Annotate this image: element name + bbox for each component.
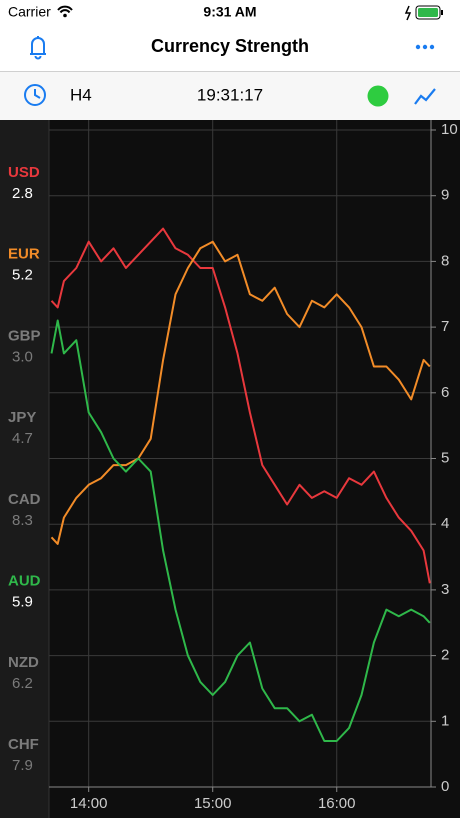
series-line bbox=[50, 319, 431, 742]
legend-name: CHF bbox=[8, 736, 39, 753]
legend-name: NZD bbox=[8, 654, 39, 671]
y-tick-label: 3 bbox=[441, 581, 449, 598]
chart-background bbox=[0, 120, 460, 818]
y-tick-label: 10 bbox=[441, 121, 458, 138]
legend-strength: 4.7 bbox=[12, 430, 33, 447]
legend-strength: 5.9 bbox=[12, 593, 33, 610]
legend-name: USD bbox=[8, 164, 40, 181]
battery-level bbox=[418, 8, 438, 17]
x-tick-label: 14:00 bbox=[70, 795, 108, 812]
legend-name: EUR bbox=[8, 246, 40, 263]
y-tick-label: 4 bbox=[441, 515, 449, 532]
x-tick-label: 16:00 bbox=[318, 795, 356, 812]
legend-panel bbox=[0, 120, 49, 818]
nav-background bbox=[0, 0, 460, 72]
y-tick-label: 1 bbox=[441, 712, 449, 729]
y-tick-label: 8 bbox=[441, 252, 449, 269]
legend-strength: 6.2 bbox=[12, 675, 33, 692]
clock-button[interactable] bbox=[24, 84, 46, 106]
wifi-dot bbox=[63, 13, 67, 18]
timeframe[interactable]: H4 bbox=[70, 85, 92, 104]
legend-strength: 7.9 bbox=[12, 757, 33, 774]
legend-strength: 3.0 bbox=[12, 348, 33, 365]
y-tick-label: 6 bbox=[441, 384, 449, 401]
charging-icon bbox=[404, 5, 412, 21]
y-tick-label: 2 bbox=[441, 647, 449, 664]
plot: 0 1 2 3 4 5 6 7 8 9 10 14:00 15:00 16:00 USD 2.8 EUR 5.2 G… bbox=[8, 120, 458, 812]
legend-name: CAD bbox=[8, 491, 41, 508]
status-time: 9:31 AM bbox=[203, 4, 256, 20]
legend-strength: 2.8 bbox=[12, 185, 33, 202]
x-tick-label: 15:00 bbox=[194, 795, 232, 812]
y-tick-label: 9 bbox=[441, 187, 449, 204]
series-line bbox=[50, 227, 431, 584]
chart-button[interactable] bbox=[414, 88, 436, 105]
bell-button[interactable] bbox=[30, 36, 46, 60]
legend-strength: 8.3 bbox=[12, 512, 33, 529]
series-line bbox=[50, 240, 431, 545]
wifi-icon bbox=[57, 5, 73, 14]
y-tick-label: 0 bbox=[441, 778, 449, 795]
more-button[interactable] bbox=[415, 44, 435, 50]
battery-tip bbox=[441, 10, 443, 15]
legend-name: AUD bbox=[8, 572, 41, 589]
legend-name: JPY bbox=[8, 409, 36, 426]
legend-strength: 5.2 bbox=[12, 267, 33, 284]
carrier: Carrier bbox=[8, 4, 51, 20]
nav-title: Currency Strength bbox=[151, 36, 309, 56]
server-clock: 19:31:17 bbox=[197, 85, 263, 104]
y-tick-label: 7 bbox=[441, 318, 449, 335]
y-tick-label: 5 bbox=[441, 449, 449, 466]
status-indicator bbox=[367, 85, 389, 107]
legend-name: GBP bbox=[8, 327, 41, 344]
battery bbox=[415, 5, 441, 20]
